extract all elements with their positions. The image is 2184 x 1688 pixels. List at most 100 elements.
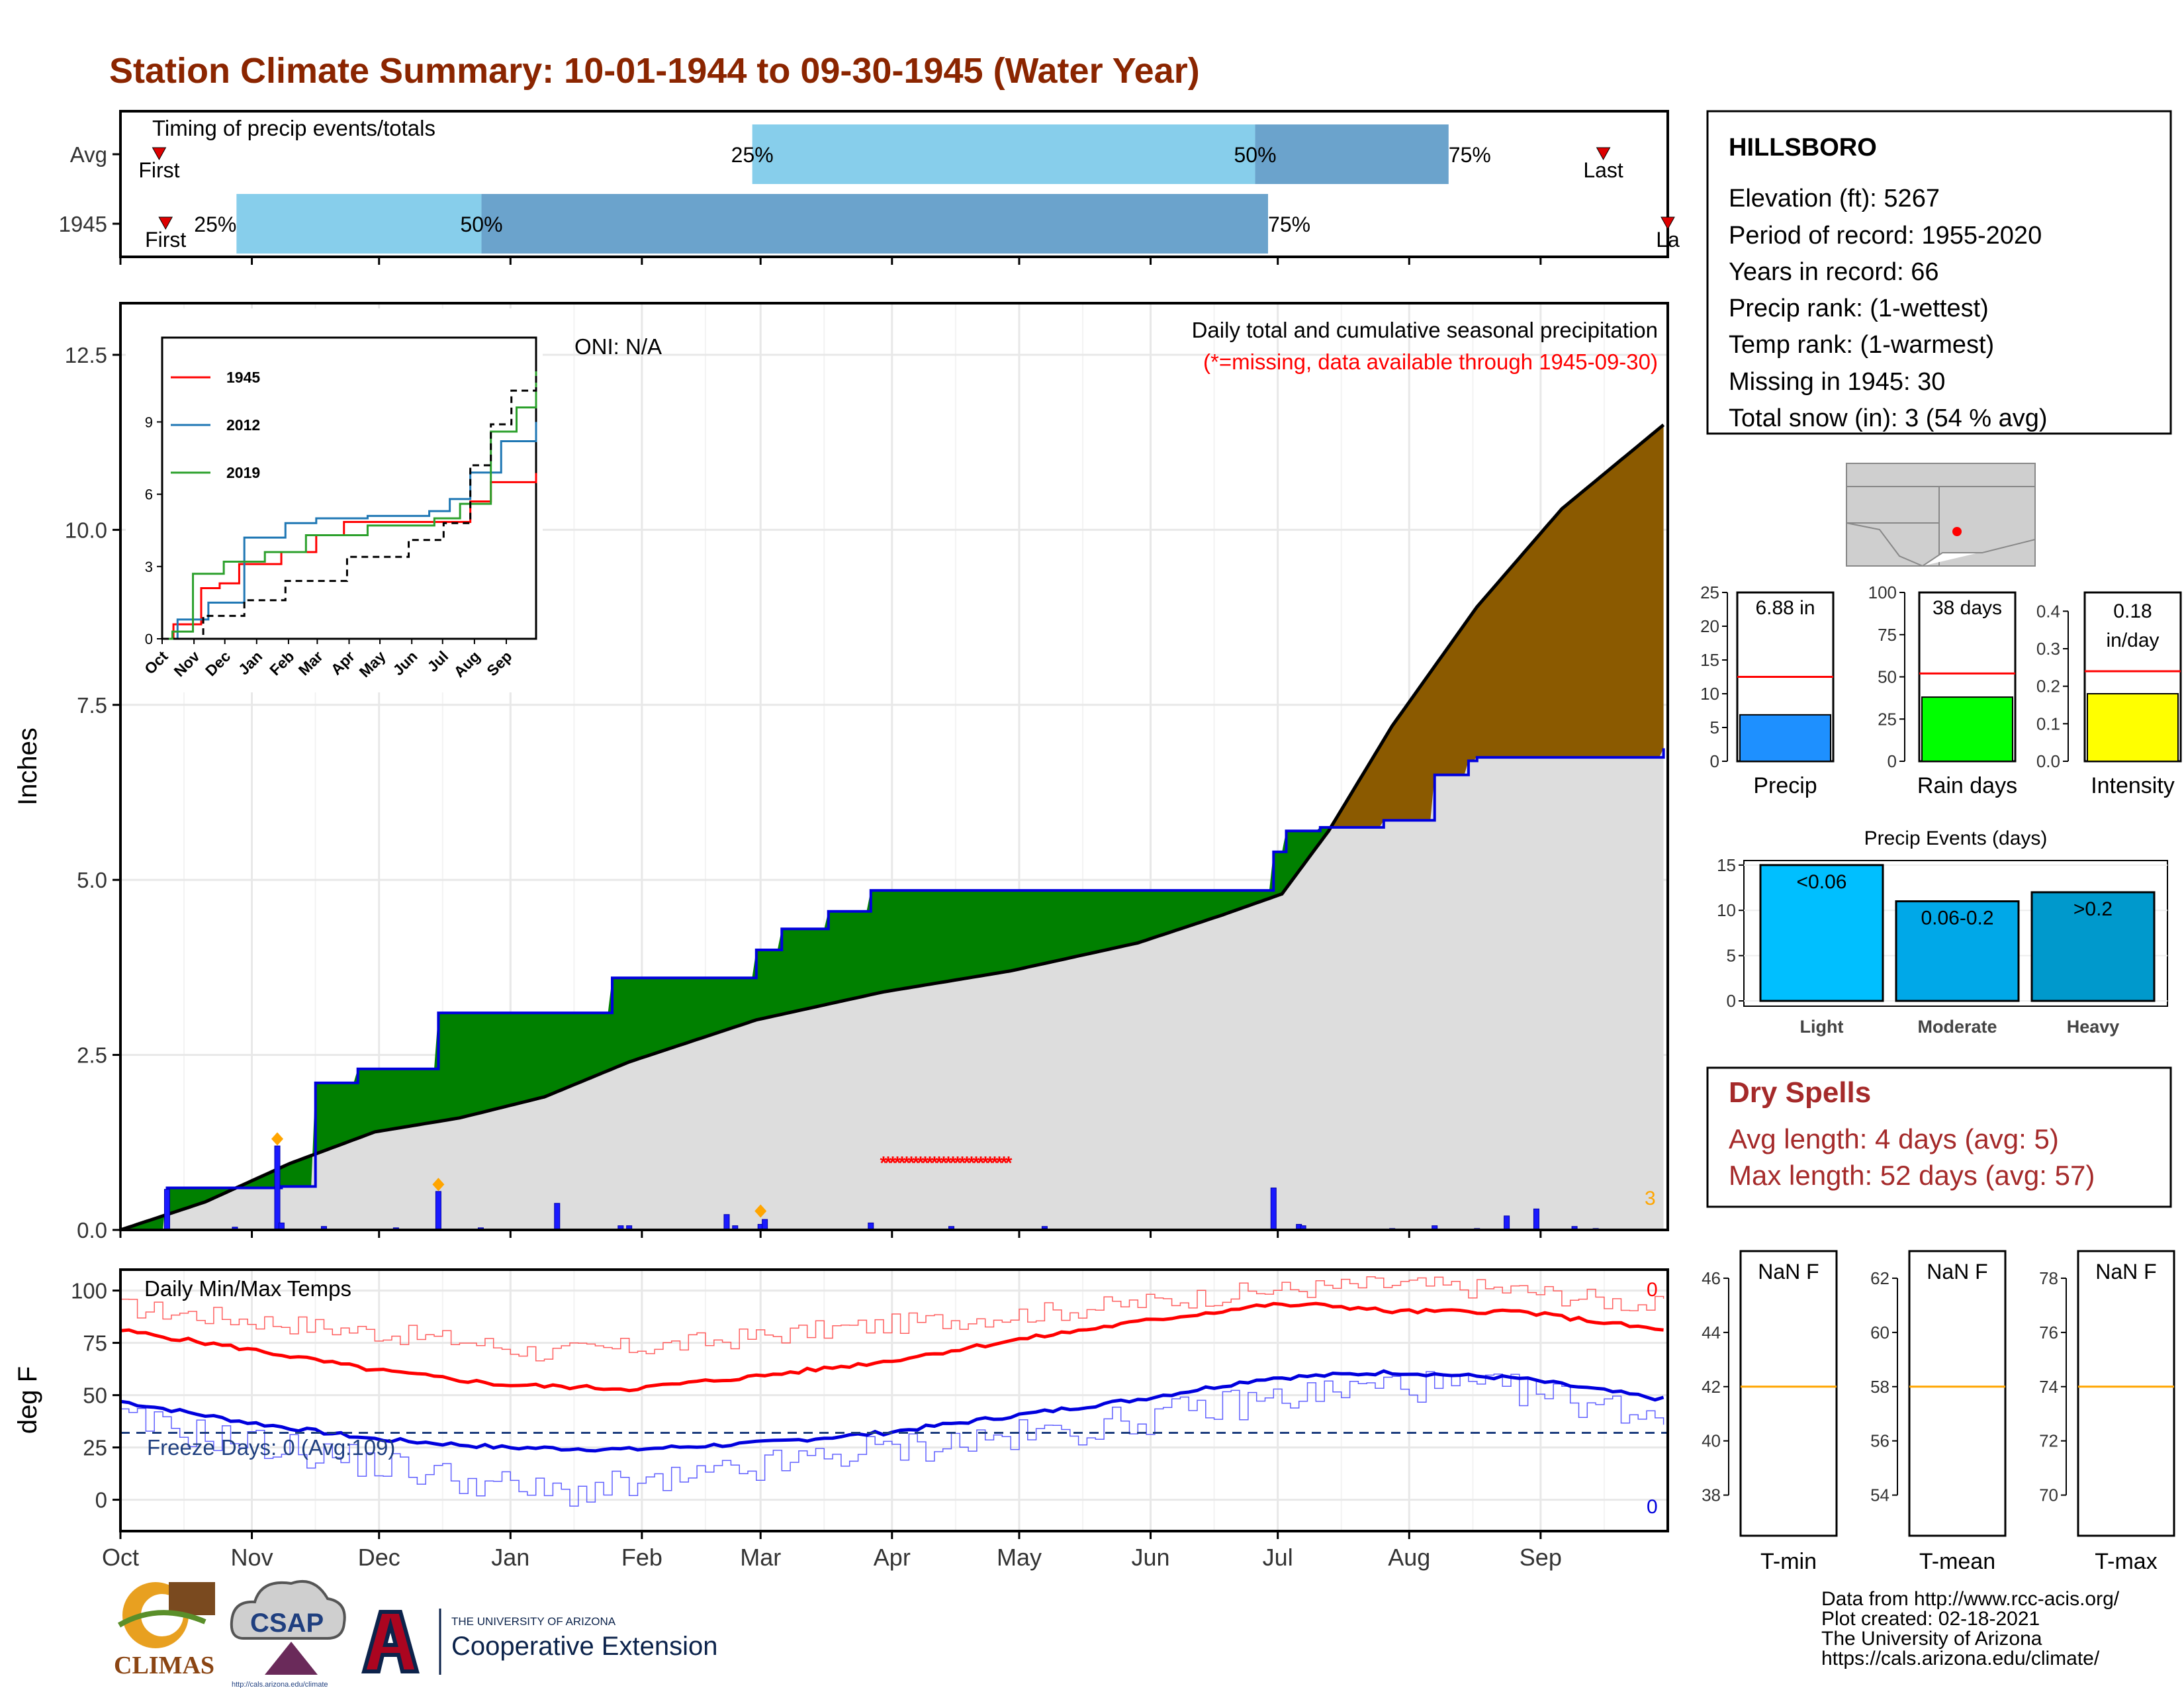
daily-precip-bar	[723, 1214, 730, 1231]
inset-y-tick-label: 6	[145, 487, 153, 503]
last-event-marker	[1661, 216, 1675, 230]
ua-line2: Cooperative Extension	[451, 1632, 717, 1661]
summary-y-tick-label: 0.4	[2036, 601, 2060, 621]
station-snow: Total snow (in): 3 (54 % avg)	[1729, 404, 2048, 432]
summary-y-tick-label: 0.3	[2036, 639, 2060, 659]
events-bar-label: 0.06-0.2	[1921, 908, 1993, 929]
dry-spell-marker: *	[945, 1152, 952, 1173]
min-count-label: 0	[1647, 1496, 1658, 1518]
temp-y-label: deg F	[13, 1366, 42, 1434]
ua-line1: THE UNIVERSITY OF ARIZONA	[451, 1615, 616, 1628]
dry-spell-marker: *	[954, 1152, 962, 1173]
daily-precip-bar	[762, 1219, 768, 1231]
summary-y-tick-label: 20	[1700, 616, 1719, 636]
climas-logo-swoosh	[117, 1610, 206, 1628]
tsum-frame	[1739, 1250, 1838, 1537]
dry-spell-marker: *	[1001, 1152, 1008, 1173]
precip-y-tick-label: 2.5	[77, 1043, 107, 1068]
temp-title: Daily Min/Max Temps	[144, 1276, 351, 1301]
temp-panel: 0 25 50 75 100 Daily Min/Max Temps deg F Fre…	[13, 1268, 1669, 1571]
summary-value-label: 38 days	[1933, 597, 2002, 619]
map-southwest	[1922, 539, 2036, 567]
summary-category-label: Intensity	[2091, 773, 2175, 798]
temp-panel-background	[120, 1270, 1668, 1531]
month-tick-label: Apr	[874, 1544, 911, 1571]
tsum-frame	[1908, 1250, 2007, 1537]
tsum-y-tick-label: 54	[1870, 1485, 1889, 1505]
snow-marker	[754, 1204, 767, 1218]
tsum-y-tick-label: 72	[2039, 1431, 2058, 1451]
summary-y-tick-label: 25	[1700, 583, 1719, 602]
first-event-marker	[152, 147, 167, 161]
summary-bar-charts: 0 5 10 15 20 25 6.88 in Precip 0 25 50 75 100 38 days…	[1700, 583, 2182, 798]
above-average-area	[315, 823, 1334, 1154]
summary-y-tick-label: 0.1	[2036, 714, 2060, 733]
tsum-category-label: T-min	[1760, 1549, 1817, 1574]
footer: Data from http://www.rcc-acis.org/ Plot …	[1821, 1588, 2120, 1669]
summary-value-label: 6.88 in	[1755, 597, 1815, 619]
dry-spell-marker: *	[880, 1152, 887, 1173]
summary-y-tick-label: 5	[1710, 718, 1719, 737]
timing-p25-label: 25%	[731, 143, 774, 167]
below-average-area	[1333, 424, 1664, 827]
dry-spell-marker: *	[917, 1152, 925, 1173]
daily-precip-bar	[274, 1145, 281, 1231]
events-y-tick-label: 10	[1717, 900, 1736, 920]
events-bar-label: >0.2	[2073, 898, 2113, 920]
avg-cumulative-area	[120, 424, 1664, 1230]
last-event-label: Last	[1583, 158, 1623, 182]
dry-spell-marker: *	[959, 1152, 966, 1173]
tsum-category-label: T-mean	[1919, 1549, 1995, 1574]
timing-title: Timing of precip events/totals	[152, 116, 435, 140]
temp-y-tick-label: 0	[95, 1488, 107, 1513]
tsum-y-tick-label: 62	[1870, 1268, 1889, 1288]
timing-p75-label: 75%	[1449, 143, 1491, 167]
dry-spells-box: Dry Spells Avg length: 4 days (avg: 5) M…	[1706, 1066, 2172, 1208]
precip-y-label: Inches	[13, 727, 42, 806]
summary-y-tick-label: 75	[1878, 625, 1897, 645]
locator-map	[1846, 463, 2036, 567]
dry-spell-marker: *	[899, 1152, 906, 1173]
summary-bar	[1921, 696, 2013, 762]
temp-summary-panels: 38 40 42 44 46 NaN F T-min 54 56 58 60 62 NaN F T-mea…	[1702, 1250, 2175, 1574]
temp-y-axis: 0 25 50 75 100	[71, 1279, 120, 1513]
tsum-value-label: NaN F	[1927, 1260, 1987, 1284]
tsum-frame	[2077, 1250, 2175, 1537]
daily-precip-bar	[163, 1189, 170, 1231]
month-tick-label: Sep	[1520, 1544, 1562, 1571]
footer-university: The University of Arizona	[1821, 1628, 2042, 1650]
month-tick-label: Mar	[740, 1544, 781, 1571]
summary-value-label: 0.18	[2113, 600, 2152, 622]
timing-p75-label: 75%	[1268, 212, 1310, 236]
avg-max-temp-line	[120, 1301, 1664, 1393]
month-tick-label: Jan	[491, 1544, 529, 1571]
month-tick-label: Jul	[1263, 1544, 1293, 1571]
month-tick-label: Jun	[1132, 1544, 1170, 1571]
month-tick-label: Aug	[1388, 1544, 1430, 1571]
events-y-tick-label: 15	[1717, 855, 1736, 875]
summary-y-tick-label: 100	[1868, 583, 1897, 602]
summary-y-tick-label: 25	[1878, 709, 1897, 729]
month-tick-label: Dec	[358, 1544, 400, 1571]
last-event-label: La	[1656, 228, 1680, 252]
climas-logo-block	[169, 1582, 215, 1615]
dry-spell-marker: *	[996, 1152, 1003, 1173]
tsum-y-tick-label: 74	[2039, 1377, 2058, 1397]
station-period: Period of record: 1955-2020	[1729, 222, 2042, 250]
precip-events-panel: Precip Events (days) 0 5 10 15 <0.06 Light 0.0…	[1717, 827, 2168, 1037]
max-count-label: 0	[1647, 1279, 1658, 1301]
timing-bar-50-75	[481, 194, 1269, 254]
inset-y-tick-label: 9	[145, 414, 153, 430]
tsum-category-label: T-max	[2095, 1549, 2157, 1574]
inset-legend-label: 1945	[226, 369, 260, 386]
tsum-y-tick-label: 58	[1870, 1377, 1889, 1397]
dry-spell-marker: *	[936, 1152, 943, 1173]
freeze-days-label: Freeze Days: 0 (Avg:109)	[147, 1435, 395, 1460]
inset-frame	[161, 336, 537, 640]
summary-y-tick-label: 50	[1878, 667, 1897, 687]
footer-data-source: Data from http://www.rcc-acis.org/	[1821, 1588, 2120, 1610]
snow-marker	[271, 1132, 284, 1146]
daily-precip-bar	[1270, 1188, 1277, 1231]
dry-spell-marker: *	[927, 1152, 934, 1173]
